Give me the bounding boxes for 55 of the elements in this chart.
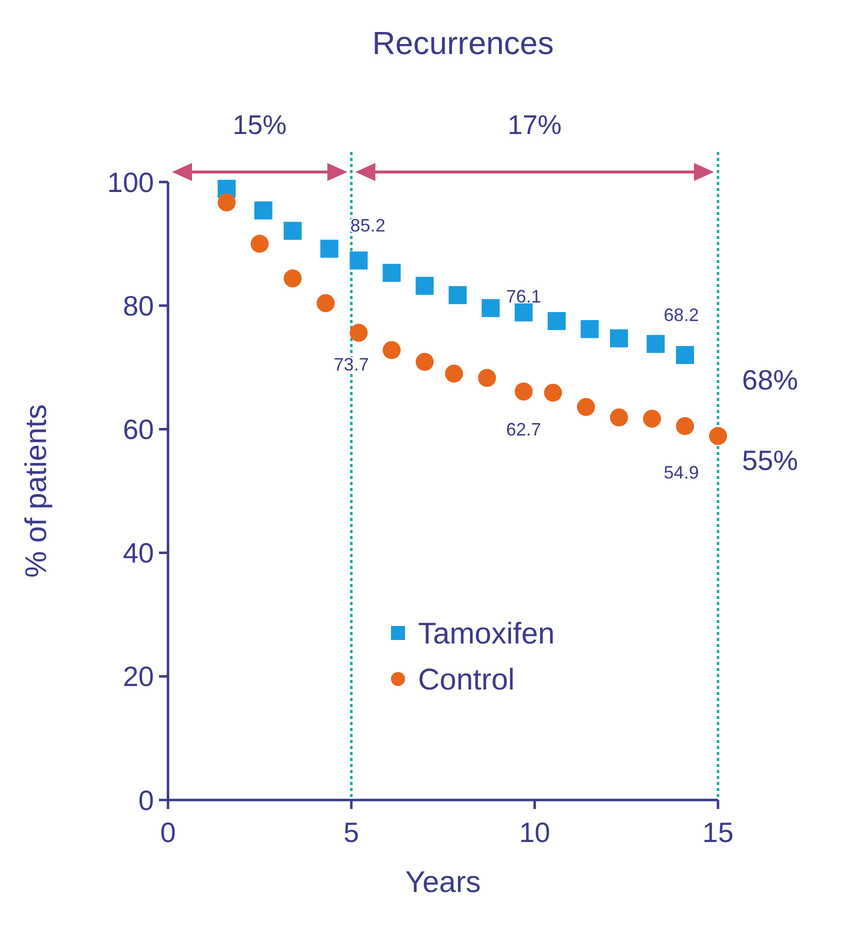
point xyxy=(284,222,302,240)
point xyxy=(646,334,665,353)
annotation: 54.9 xyxy=(664,462,699,483)
legend-label: Tamoxifen xyxy=(418,618,555,650)
point xyxy=(548,312,566,330)
point xyxy=(382,341,401,360)
point xyxy=(416,276,434,295)
legend-label: Control xyxy=(418,664,515,696)
y-tick-label: 60 xyxy=(122,414,154,445)
text: 15% xyxy=(232,110,287,140)
point xyxy=(218,193,236,212)
annotation: 76.1 xyxy=(506,286,542,307)
point xyxy=(350,324,368,342)
point xyxy=(580,320,599,338)
point xyxy=(643,410,661,428)
point xyxy=(676,346,694,364)
point xyxy=(514,303,533,322)
y-tick-label: 80 xyxy=(122,290,154,322)
y-axis-title: % of patients xyxy=(20,404,53,578)
point xyxy=(676,417,694,436)
point xyxy=(416,352,434,371)
y-tick-label: 0 xyxy=(138,784,154,816)
point xyxy=(448,286,467,304)
annotation: 62.7 xyxy=(506,419,542,440)
point xyxy=(610,408,628,426)
annotation: 85.2 xyxy=(350,215,386,236)
point xyxy=(514,382,533,400)
point xyxy=(382,264,401,282)
point xyxy=(250,234,269,253)
text: 55% xyxy=(742,444,798,476)
annotation: 68.2 xyxy=(664,305,699,326)
x-axis-title: Years xyxy=(405,866,481,899)
y-tick-label: 20 xyxy=(122,661,154,692)
point xyxy=(284,269,302,288)
point xyxy=(316,294,335,312)
x-tick-label: 10 xyxy=(519,817,550,848)
x-tick-label: 0 xyxy=(160,817,176,848)
point xyxy=(478,368,496,387)
y-tick-label: 40 xyxy=(122,538,154,569)
point xyxy=(320,240,338,258)
point xyxy=(254,201,272,220)
point xyxy=(610,329,628,348)
text: 17% xyxy=(508,110,562,140)
point xyxy=(544,384,562,402)
chart-title: Recurrences xyxy=(372,25,554,61)
point xyxy=(709,427,727,445)
annotation: 73.7 xyxy=(334,354,369,374)
point xyxy=(350,251,368,270)
point xyxy=(445,364,463,383)
x-tick-label: 5 xyxy=(344,817,360,848)
point xyxy=(577,398,595,416)
x-tick-label: 15 xyxy=(702,817,734,848)
y-tick-label: 100 xyxy=(107,166,154,198)
text: 68% xyxy=(742,364,798,396)
point xyxy=(482,299,500,318)
